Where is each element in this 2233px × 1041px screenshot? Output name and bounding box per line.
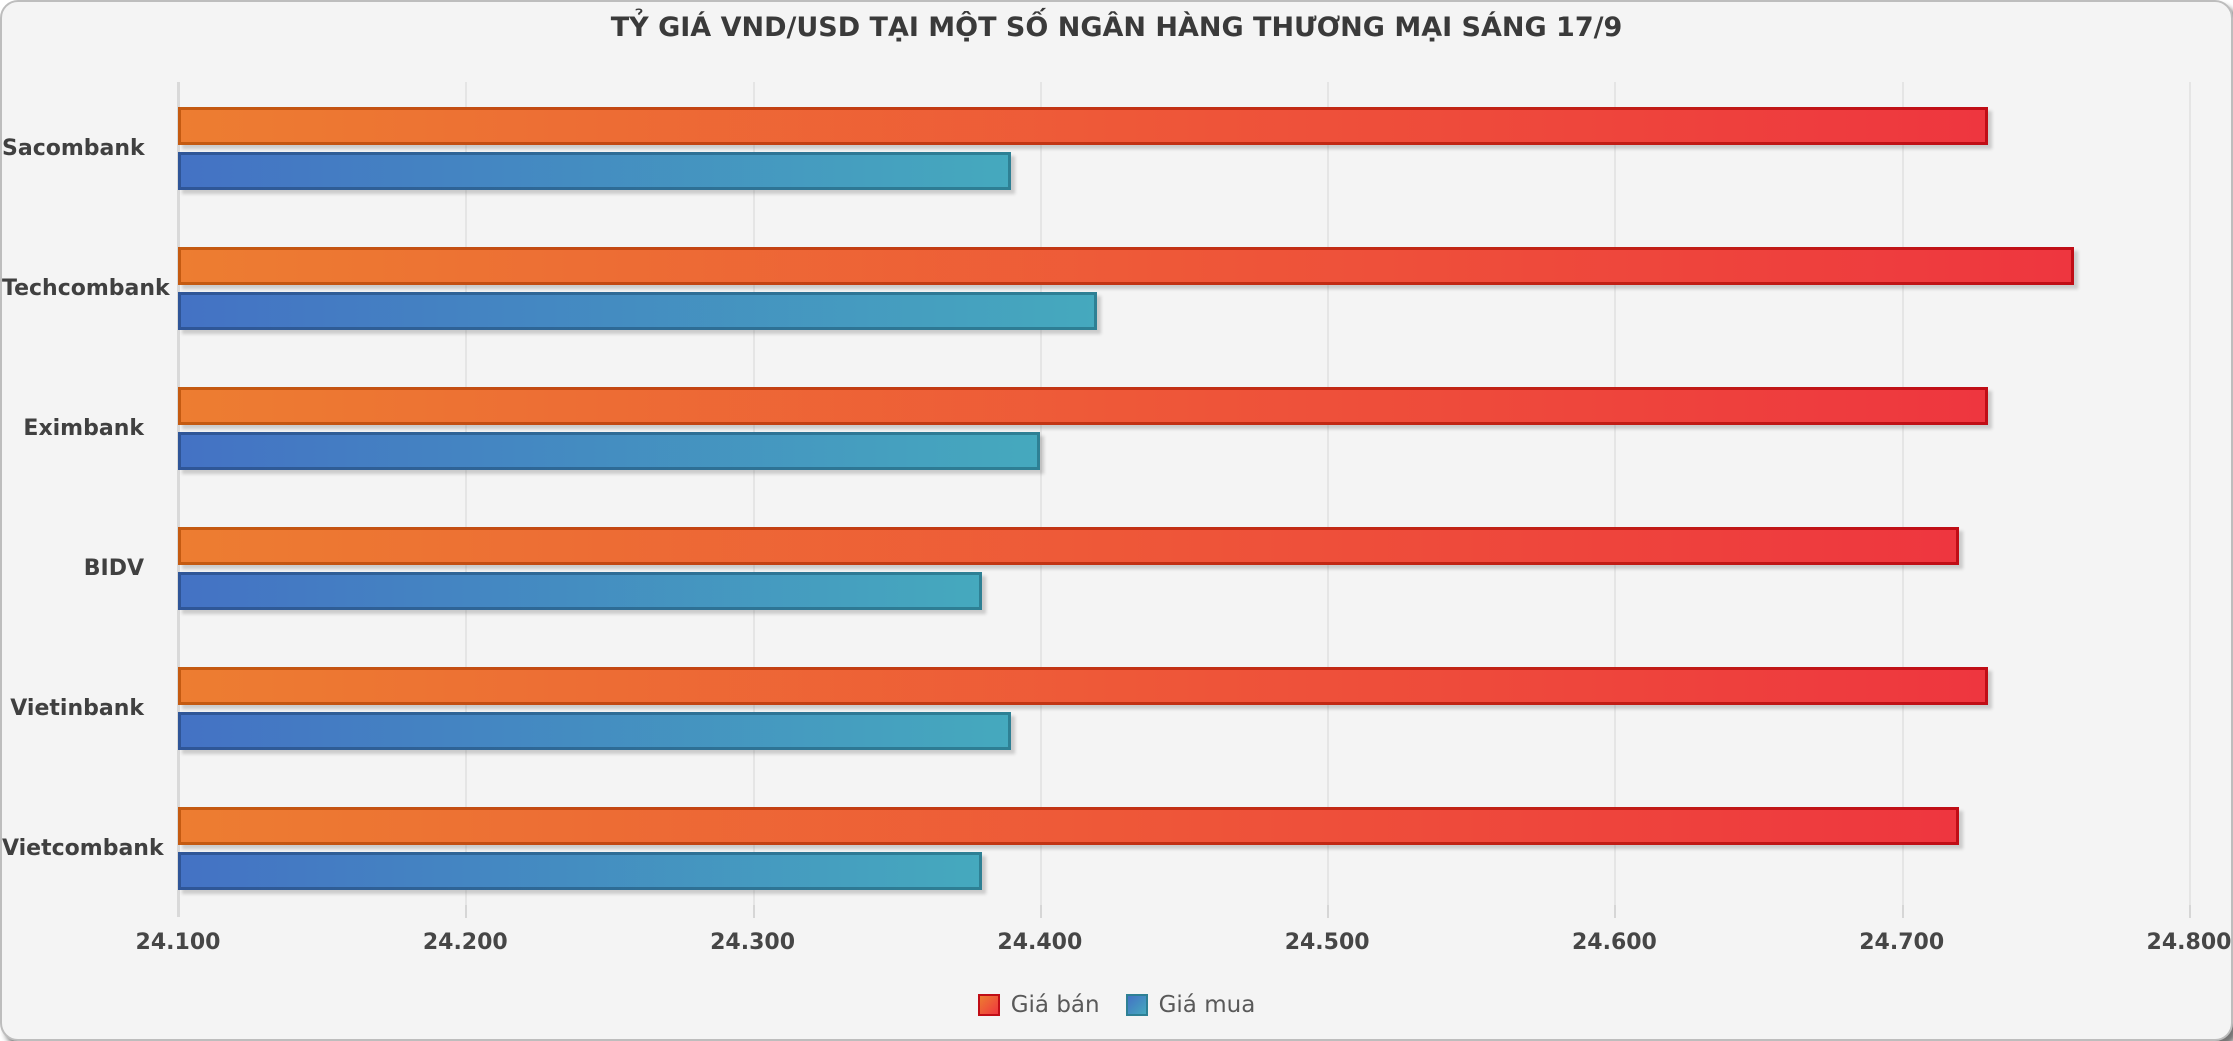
plot-area xyxy=(177,82,2191,918)
bar-eximbank-gia-ban xyxy=(178,387,1988,425)
x-tick-label: 24.400 xyxy=(997,930,1083,955)
bar-fill xyxy=(181,155,1009,187)
bar-sacombank-gia-ban xyxy=(178,107,1988,145)
category-label-sacombank: Sacombank xyxy=(2,135,145,161)
legend-label: Giá bán xyxy=(1010,992,1100,1018)
x-tick-label: 24.700 xyxy=(1859,930,1945,955)
x-tick-label: 24.500 xyxy=(1284,930,1370,955)
category-label-vietcombank: Vietcombank xyxy=(2,835,164,861)
bar-fill xyxy=(181,295,1095,327)
bar-fill xyxy=(181,435,1037,467)
category-label-techcombank: Techcombank xyxy=(2,275,170,301)
bar-bidv-gia-ban xyxy=(178,527,1960,565)
category-label-bidv: BIDV xyxy=(83,555,144,581)
bar-fill xyxy=(181,575,980,607)
gridline xyxy=(1901,82,1904,905)
legend: Giá bán Giá mua xyxy=(2,992,2231,1018)
gridline xyxy=(752,82,755,905)
axis-tick xyxy=(752,905,755,918)
x-tick-label: 24.200 xyxy=(422,930,508,955)
bar-fill xyxy=(181,670,1985,702)
chart-title: TỶ GIÁ VND/USD TẠI MỘT SỐ NGÂN HÀNG THƯƠ… xyxy=(610,12,1623,43)
x-tick-label: 24.600 xyxy=(1571,930,1657,955)
bar-techcombank-gia-ban xyxy=(178,247,2075,285)
axis-tick xyxy=(1614,905,1617,918)
x-tick-label: 24.800 xyxy=(2146,930,2232,955)
bar-fill xyxy=(181,250,2072,282)
legend-swatch-icon xyxy=(977,994,1000,1016)
axis-tick xyxy=(2189,905,2191,918)
category-label-vietinbank: Vietinbank xyxy=(10,695,144,721)
gridline xyxy=(1039,82,1042,905)
y-axis-line xyxy=(177,82,180,917)
bar-vietinbank-gia-mua xyxy=(178,712,1012,750)
x-tick-label: 24.100 xyxy=(135,930,221,955)
legend-item-gia-mua: Giá mua xyxy=(1125,992,1256,1018)
bar-sacombank-gia-mua xyxy=(178,152,1012,190)
x-tick-label: 24.300 xyxy=(710,930,796,955)
bar-fill xyxy=(181,810,1957,842)
legend-swatch-icon xyxy=(1125,994,1148,1016)
bar-bidv-gia-mua xyxy=(178,572,983,610)
bar-vietinbank-gia-ban xyxy=(178,667,1988,705)
axis-tick xyxy=(1039,905,1042,918)
axis-tick xyxy=(1327,905,1330,918)
gridline xyxy=(465,82,468,905)
bar-fill xyxy=(181,715,1009,747)
legend-label: Giá mua xyxy=(1158,992,1256,1018)
gridline xyxy=(1327,82,1330,905)
axis-tick xyxy=(465,905,468,918)
bar-vietcombank-gia-mua xyxy=(178,852,983,890)
bar-fill xyxy=(181,855,980,887)
bar-fill xyxy=(181,390,1985,422)
bar-vietcombank-gia-ban xyxy=(178,807,1960,845)
bar-fill xyxy=(181,530,1957,562)
legend-item-gia-ban: Giá bán xyxy=(977,992,1100,1018)
axis-tick xyxy=(1901,905,1904,918)
gridline xyxy=(2189,82,2191,905)
bar-techcombank-gia-mua xyxy=(178,292,1098,330)
bar-fill xyxy=(181,110,1985,142)
gridline xyxy=(1614,82,1617,905)
bar-eximbank-gia-mua xyxy=(178,432,1040,470)
category-label-eximbank: Eximbank xyxy=(23,415,144,441)
